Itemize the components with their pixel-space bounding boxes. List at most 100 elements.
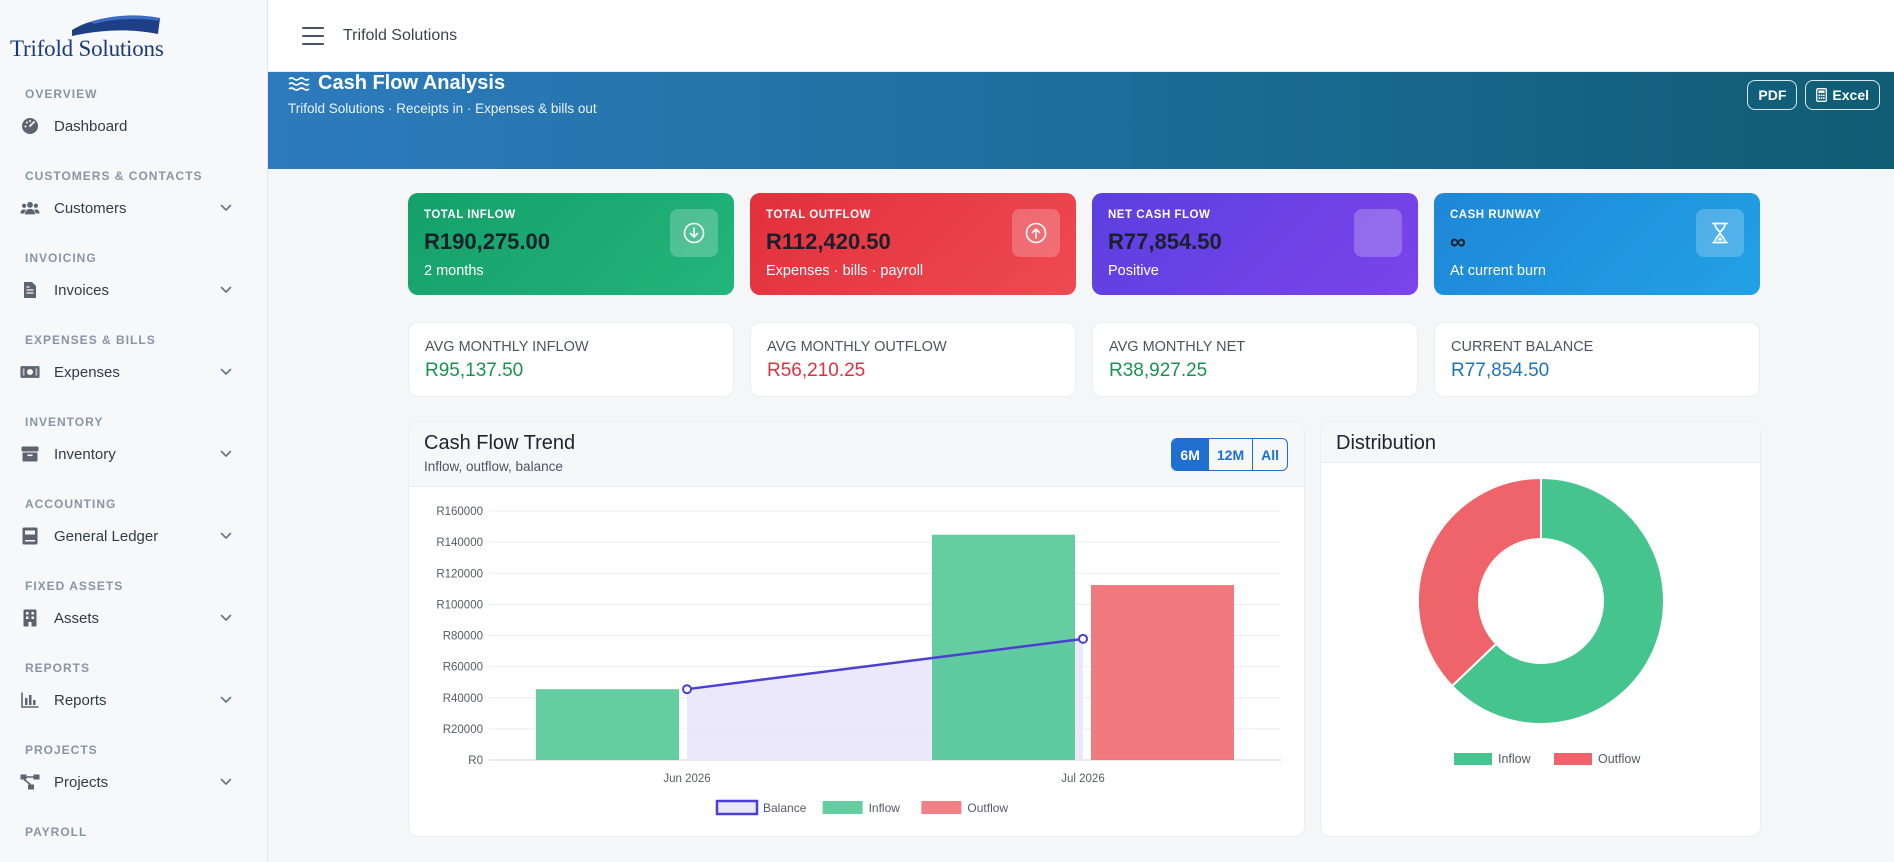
card-subtext: At current burn [1450,263,1546,279]
dashboard-gauge-icon [20,116,40,136]
arrow-down-circle-icon [670,209,718,257]
legend-swatch-outflow [921,801,962,814]
range-option-6m[interactable]: 6M [1172,439,1208,470]
donut-slice-outflow [1417,476,1542,688]
page-title: Cash Flow Analysis [318,72,506,94]
balance-line [686,637,1084,691]
invoice-file-icon [20,280,40,300]
calculator-icon [1816,88,1828,102]
legend-swatch-outflow [1554,753,1592,765]
water-waves-icon [288,76,310,92]
export-pdf-button[interactable]: PDF [1747,80,1798,110]
avg-label: AVG MONTHLY NET [1109,339,1246,355]
donut-slice-inflow [1450,476,1665,725]
card-value: R77,854.50 [1108,229,1222,254]
nav-section-heading: INVENTORY [25,415,104,429]
legend-swatch-inflow [822,801,863,814]
sidebar-item-label: Assets [54,609,100,627]
card-label: TOTAL INFLOW [424,209,516,221]
avg-label: CURRENT BALANCE [1451,339,1594,355]
y-tick-label: R140000 [436,537,483,549]
card-value: ∞ [1450,229,1466,254]
distribution-panel: Distribution Inflow Outflow [1320,421,1761,837]
chevron-down-icon[interactable] [219,529,233,543]
money-bill-icon [20,362,40,382]
sidebar-item-assets[interactable]: Assets [0,594,267,642]
legend-label-outflow: Outflow [967,801,1008,815]
sidebar-item-label: Invoices [54,281,110,299]
inflow-bar [932,534,1075,760]
y-tick-label: R100000 [436,599,483,611]
sidebar-item-label: Customers [54,199,127,217]
company-logo[interactable]: Trifold Solutions [0,0,267,72]
sidebar-item-expenses[interactable]: Expenses [0,348,267,396]
avg-value: R56,210.25 [767,360,866,381]
box-icon [20,444,40,464]
y-tick-label: R40000 [443,693,483,705]
sidebar-item-inventory[interactable]: Inventory [0,430,267,478]
avg-monthly-net: AVG MONTHLY NET R38,927.25 [1092,322,1418,397]
sidebar-item-label: Reports [54,691,107,709]
sidebar-item-customers[interactable]: Customers [0,184,267,232]
chevron-down-icon[interactable] [219,693,233,707]
card-label: NET CASH FLOW [1108,209,1211,221]
sidebar-item-projects[interactable]: Projects [0,758,267,806]
building-icon [20,608,40,628]
cash-flow-trend-panel: Cash Flow Trend Inflow, outflow, balance… [408,421,1305,837]
logo-wave-icon [72,15,160,36]
topbar: Trifold Solutions [268,0,1894,72]
menu-toggle-icon[interactable] [302,26,324,45]
sidebar-item-invoices[interactable]: Invoices [0,266,267,314]
sidebar-item-general-ledger[interactable]: General Ledger [0,512,267,560]
card-subtext: Expenses · bills · payroll [766,263,924,279]
avg-label: AVG MONTHLY OUTFLOW [767,339,947,355]
chevron-down-icon[interactable] [219,283,233,297]
card-value: R112,420.50 [766,229,891,254]
chevron-down-icon[interactable] [219,611,233,625]
card-label: TOTAL OUTFLOW [766,209,871,221]
nav-section-heading: EXPENSES & BILLS [25,333,156,347]
y-tick-label: R80000 [443,631,483,643]
x-tick-label: Jul 2026 [1061,773,1104,785]
card-subtext: Positive [1108,263,1159,279]
arrow-up-circle-icon [1012,209,1060,257]
card-subtext: 2 months [424,263,484,279]
sidebar-item-label: Projects [54,773,109,791]
export-buttons: PDF Excel [1747,80,1880,110]
distribution-donut-chart: Inflow Outflow [1417,476,1665,766]
export-excel-button[interactable]: Excel [1805,80,1880,110]
net-flow-icon [1354,209,1402,257]
nav-section-heading: ACCOUNTING [25,497,117,511]
y-tick-label: R60000 [443,662,483,674]
chevron-down-icon[interactable] [219,365,233,379]
chevron-down-icon[interactable] [219,447,233,461]
legend-label-inflow: Inflow [869,801,901,815]
legend-swatch-balance [715,799,759,816]
x-tick-label: Jun 2026 [663,773,710,785]
stat-card-total-inflow: TOTAL INFLOW R190,275.00 2 months [408,193,734,295]
avg-label: AVG MONTHLY INFLOW [425,339,589,355]
panel-header: Distribution [1321,422,1760,463]
y-tick-label: R0 [468,755,483,767]
y-tick-label: R160000 [436,506,483,518]
export-excel-label: Excel [1832,87,1869,103]
y-tick-label: R120000 [436,568,483,580]
chevron-down-icon[interactable] [219,775,233,789]
stat-card-total-outflow: TOTAL OUTFLOW R112,420.50 Expenses · bil… [750,193,1076,295]
avg-monthly-outflow: AVG MONTHLY OUTFLOW R56,210.25 [750,322,1076,397]
range-selector: 6M 12M All [1171,438,1288,471]
topbar-title: Trifold Solutions [343,26,458,44]
export-pdf-label: PDF [1758,87,1787,103]
sidebar-item-dashboard[interactable]: Dashboard [0,102,267,150]
range-option-all[interactable]: All [1252,439,1287,470]
hourglass-icon [1696,209,1744,257]
bar-chart-icon [20,690,40,710]
range-option-12m[interactable]: 12M [1207,439,1252,470]
y-tick-label: R20000 [443,724,483,736]
nav-section-heading: INVOICING [25,251,97,265]
sidebar-item-reports[interactable]: Reports [0,676,267,724]
stat-card-net-cash-flow: NET CASH FLOW R77,854.50 Positive [1092,193,1418,295]
sidebar-nav: OVERVIEW Dashboard CUSTOMERS & CONTACTS Cus… [0,86,267,840]
panel-title: Distribution [1336,432,1437,454]
chevron-down-icon[interactable] [219,201,233,215]
